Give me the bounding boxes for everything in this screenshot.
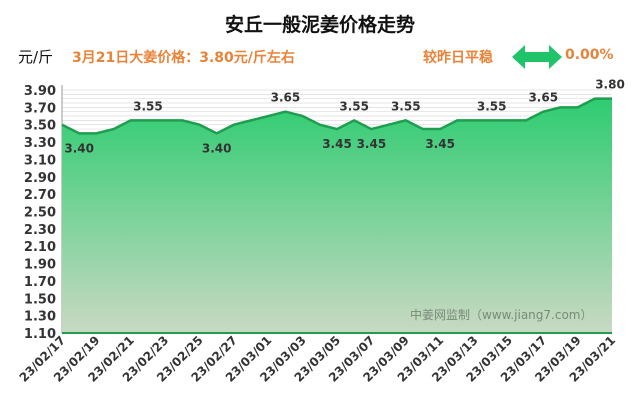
- data-label: 3.40: [202, 141, 232, 155]
- y-tick-label: 1.50: [24, 292, 56, 307]
- data-label: 3.55: [391, 99, 421, 113]
- y-tick-label: 3.70: [24, 101, 56, 116]
- y-tick-label: 2.10: [24, 240, 56, 255]
- data-label: 3.45: [357, 137, 387, 151]
- unit-label: 元/斤: [18, 48, 54, 66]
- y-tick-label: 3.90: [24, 84, 56, 99]
- data-label: 3.65: [271, 91, 301, 105]
- data-label: 3.55: [133, 99, 163, 113]
- change-percent: 0.00%: [565, 47, 614, 63]
- y-tick-label: 2.70: [24, 188, 56, 203]
- compare-label: 较昨日平稳: [423, 50, 493, 66]
- data-label: 3.55: [477, 99, 507, 113]
- chart-title: 安丘一般泥姜价格走势: [224, 14, 415, 36]
- data-label: 3.65: [528, 91, 558, 105]
- area-fill: [62, 98, 612, 333]
- y-tick-label: 2.30: [24, 223, 56, 238]
- data-label: 3.80: [595, 78, 625, 92]
- price-headline: 3月21日大姜价格：3.80元/斤左右: [72, 50, 295, 66]
- y-tick-label: 2.90: [24, 171, 56, 186]
- y-tick-label: 3.50: [24, 119, 56, 134]
- double-arrow-icon: [512, 45, 562, 69]
- y-tick-label: 1.90: [24, 258, 56, 273]
- data-label: 3.40: [64, 141, 94, 155]
- price-line: [61, 97, 612, 135]
- y-tick-label: 1.10: [24, 327, 56, 342]
- y-tick-label: 1.30: [24, 310, 56, 325]
- y-tick-label: 3.30: [24, 136, 56, 151]
- watermark: 中姜网监制（www.jiang7.com）: [410, 308, 593, 322]
- y-tick-label: 2.50: [24, 206, 56, 221]
- data-label: 3.45: [425, 137, 455, 151]
- y-tick-label: 1.70: [24, 275, 56, 290]
- data-label: 3.55: [339, 99, 369, 113]
- data-label: 3.45: [322, 137, 352, 151]
- y-tick-label: 3.10: [24, 153, 56, 168]
